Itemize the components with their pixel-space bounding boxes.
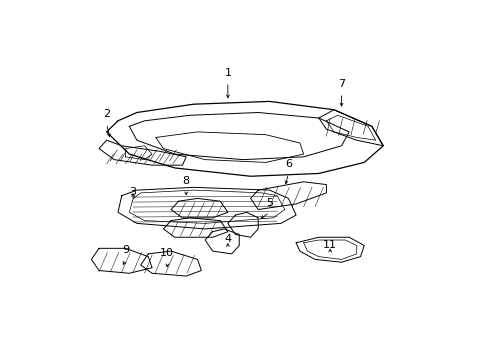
- Text: 2: 2: [103, 109, 110, 120]
- Text: 3: 3: [129, 187, 136, 197]
- Text: 9: 9: [122, 245, 129, 255]
- Text: 6: 6: [285, 159, 291, 169]
- Text: 10: 10: [160, 248, 174, 258]
- Text: 5: 5: [265, 198, 272, 208]
- Text: 7: 7: [337, 79, 345, 89]
- Text: 11: 11: [323, 240, 337, 250]
- Text: 1: 1: [224, 68, 231, 78]
- Text: 4: 4: [224, 234, 231, 244]
- Text: 8: 8: [182, 176, 189, 186]
